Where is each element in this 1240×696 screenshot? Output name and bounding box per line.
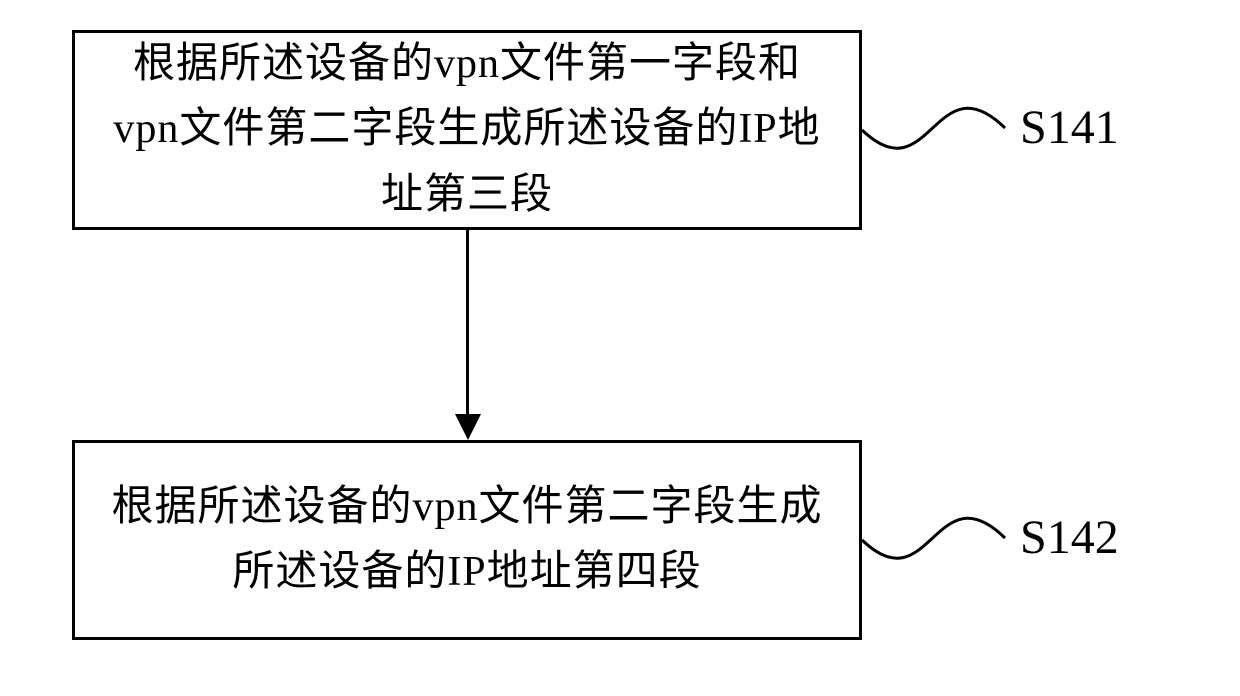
connector-s142: [0, 0, 1240, 696]
label-s142: S142: [1020, 510, 1119, 565]
